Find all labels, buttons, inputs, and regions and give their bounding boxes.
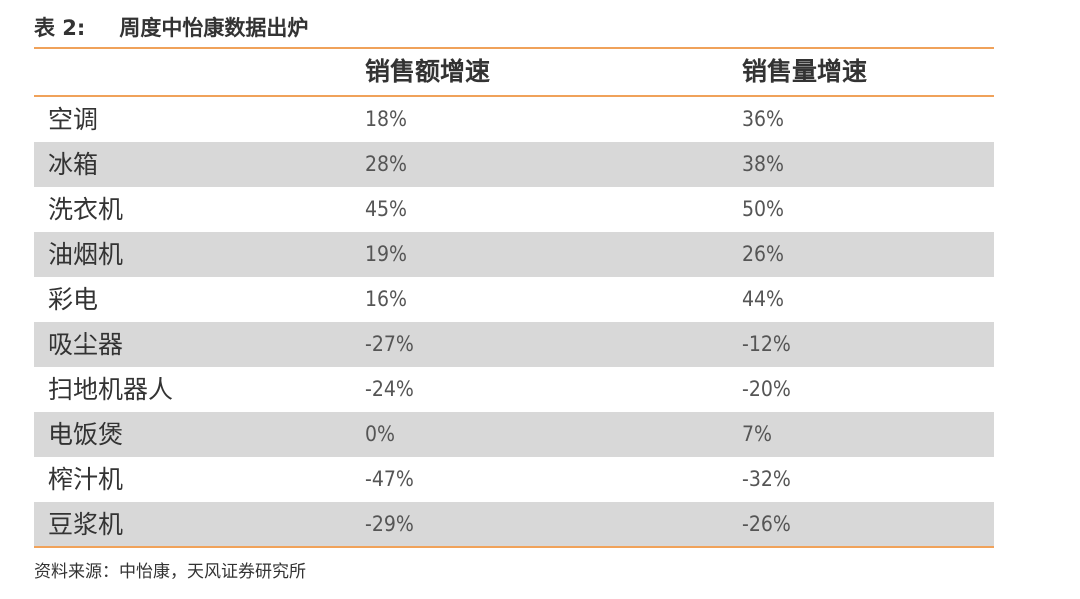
table-number: 表 2:	[34, 16, 86, 40]
table-header: 销售额增速 销售量增速	[34, 49, 994, 95]
sales-value-growth-cell: -27%	[365, 332, 414, 356]
sales-volume-growth-cell: 7%	[742, 422, 772, 446]
row-name: 吸尘器	[48, 330, 124, 359]
sales-volume-growth-cell: 50%	[742, 197, 784, 221]
header-rule	[34, 95, 994, 97]
row-name: 空调	[48, 105, 99, 134]
row-name: 榨汁机	[48, 465, 124, 494]
row-name: 豆浆机	[48, 510, 124, 539]
sales-volume-growth-cell: -32%	[742, 467, 791, 491]
sales-value-growth-cell: 16%	[365, 287, 407, 311]
row-name: 油烟机	[48, 240, 124, 269]
sales-volume-growth-cell: 36%	[742, 107, 784, 131]
bottom-rule	[34, 546, 994, 548]
top-rule	[34, 47, 994, 49]
sales-value-growth-cell: 45%	[365, 197, 407, 221]
sales-value-growth-cell: 0%	[365, 422, 395, 446]
sales-value-growth-cell: -24%	[365, 377, 414, 401]
sales-value-growth-cell: -47%	[365, 467, 414, 491]
sales-value-growth-cell: 28%	[365, 152, 407, 176]
table-row: 洗衣机 45% 50%	[34, 187, 994, 232]
table-title: 周度中怡康数据出炉	[119, 16, 309, 40]
sales-volume-growth-cell: 38%	[742, 152, 784, 176]
table-row: 油烟机 19% 26%	[34, 232, 994, 277]
sales-value-growth-cell: 18%	[365, 107, 407, 131]
table-caption: 表 2: 周度中怡康数据出炉	[34, 12, 308, 44]
table-row: 扫地机器人 -24% -20%	[34, 367, 994, 412]
table-row: 吸尘器 -27% -12%	[34, 322, 994, 367]
header-sales-volume-growth: 销售量增速	[742, 57, 868, 86]
table-row: 豆浆机 -29% -26%	[34, 502, 994, 547]
sales-volume-growth-cell: 44%	[742, 287, 784, 311]
table-body: 空调 18% 36% 冰箱 28% 38% 洗衣机 45% 50% 油烟机 19…	[34, 97, 994, 547]
row-name: 冰箱	[48, 150, 99, 179]
sales-volume-growth-cell: 26%	[742, 242, 784, 266]
sales-volume-growth-cell: -12%	[742, 332, 791, 356]
row-name: 扫地机器人	[48, 375, 174, 404]
table-row: 榨汁机 -47% -32%	[34, 457, 994, 502]
table-row: 空调 18% 36%	[34, 97, 994, 142]
sales-value-growth-cell: 19%	[365, 242, 407, 266]
table-row: 电饭煲 0% 7%	[34, 412, 994, 457]
row-name: 洗衣机	[48, 195, 124, 224]
row-name: 电饭煲	[48, 420, 124, 449]
header-sales-value-growth: 销售额增速	[365, 57, 491, 86]
table-row: 冰箱 28% 38%	[34, 142, 994, 187]
sales-volume-growth-cell: -26%	[742, 512, 791, 536]
source-note: 资料来源：中怡康，天风证券研究所	[34, 562, 306, 582]
sales-volume-growth-cell: -20%	[742, 377, 791, 401]
sales-value-growth-cell: -29%	[365, 512, 414, 536]
table-row: 彩电 16% 44%	[34, 277, 994, 322]
row-name: 彩电	[48, 285, 99, 314]
